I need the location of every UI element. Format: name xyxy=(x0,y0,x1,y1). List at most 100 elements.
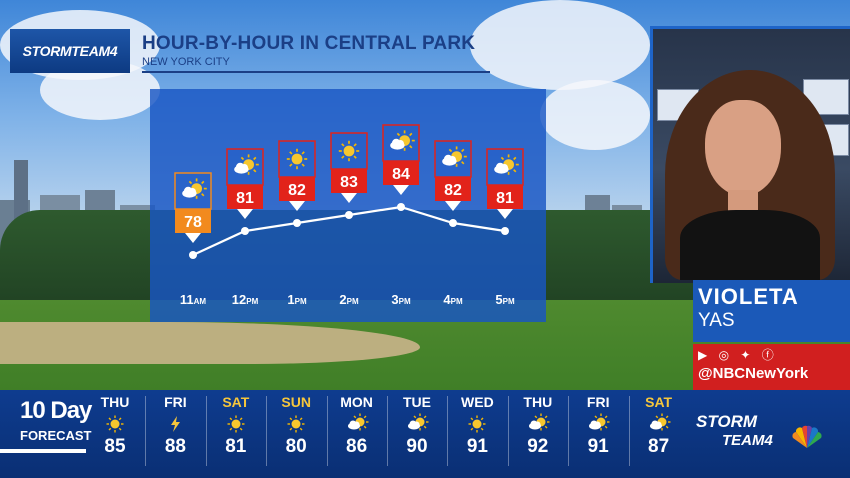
forecast-divider xyxy=(447,396,449,466)
forecast-day-name: THU xyxy=(523,394,553,410)
forecast-day: MON 86 xyxy=(328,392,386,476)
partly-sunny-icon xyxy=(234,154,259,175)
partly-sunny-icon xyxy=(494,154,519,175)
hour-ampm: PM xyxy=(294,297,307,306)
forecast-high-temp: 90 xyxy=(406,436,428,457)
temperature-box xyxy=(435,177,471,201)
temperature-box xyxy=(331,169,367,193)
forecast-day-name: WED xyxy=(461,394,494,410)
forecast-day: SAT 87 xyxy=(630,392,688,476)
hour-label: 11AM xyxy=(168,292,218,307)
forecast-high-temp: 91 xyxy=(466,436,488,457)
temperature-value: 83 xyxy=(340,174,358,191)
forecast-day: SAT 81 xyxy=(207,392,265,476)
sunny-icon xyxy=(286,148,308,170)
temperature-value: 78 xyxy=(184,214,202,231)
forecast-divider xyxy=(387,396,388,466)
forecast-high-temp: 81 xyxy=(225,436,247,457)
temperature-point xyxy=(449,219,457,227)
temperature-value: 81 xyxy=(236,190,254,207)
temperature-box xyxy=(383,161,419,185)
ten-day-label: 10 Day xyxy=(20,397,92,424)
hour-number: 1 xyxy=(287,292,295,307)
forecast-day-name: TUE xyxy=(403,394,431,410)
temperature-box xyxy=(227,185,263,209)
hour-ampm: PM xyxy=(246,297,259,306)
cloud xyxy=(470,0,650,90)
forecast-high-temp: 88 xyxy=(164,436,186,457)
partly-sunny-icon xyxy=(408,413,429,431)
forecast-divider xyxy=(628,396,630,466)
temperature-point xyxy=(501,227,509,235)
hour-ampm: PM xyxy=(450,297,463,306)
infield-dirt xyxy=(0,322,420,364)
sunny-icon xyxy=(106,415,124,433)
forecast-day: FRI 88 xyxy=(146,392,204,476)
presenter-face xyxy=(705,100,781,196)
pointer-triangle xyxy=(289,201,305,211)
temperature-value: 81 xyxy=(496,190,514,207)
social-box xyxy=(693,344,850,390)
social-media-icons: ▶ ◎ ✦ ⓕ xyxy=(698,348,778,362)
pointer-triangle xyxy=(237,209,253,219)
temperature-tag: 82 xyxy=(434,140,472,211)
hour-number: 4 xyxy=(443,292,451,307)
storm-team-logo-team: TEAM4 xyxy=(722,432,773,449)
forecast-day: FRI 91 xyxy=(569,392,627,476)
hour-label: 3PM xyxy=(376,292,426,307)
temperature-box xyxy=(487,185,523,209)
forecast-day: SUN 80 xyxy=(267,392,325,476)
forecast-high-temp: 85 xyxy=(104,436,126,457)
hour-number: 5 xyxy=(495,292,503,307)
pointer-triangle xyxy=(185,233,201,243)
hour-label: 5PM xyxy=(480,292,530,307)
hour-label: 2PM xyxy=(324,292,374,307)
page-title: HOUR-BY-HOUR IN CENTRAL PARK xyxy=(142,33,476,54)
lightning-icon xyxy=(171,416,181,432)
forecast-day-name: FRI xyxy=(164,394,187,410)
temperature-box xyxy=(279,177,315,201)
temperature-tag: 83 xyxy=(330,132,368,203)
hour-ampm: PM xyxy=(398,297,411,306)
temperature-tag: 81 xyxy=(226,148,264,219)
hour-label: 12PM xyxy=(220,292,270,307)
temperature-box xyxy=(175,209,211,233)
forecast-high-temp: 87 xyxy=(648,436,670,457)
presenter-torso xyxy=(680,210,820,280)
forecast-high-temp: 80 xyxy=(285,436,307,457)
forecast-day: THU 92 xyxy=(509,392,567,476)
forecast-high-temp: 86 xyxy=(346,436,368,457)
forecast-day: WED 91 xyxy=(448,392,506,476)
temperature-point xyxy=(241,227,249,235)
social-handle: @NBCNewYork xyxy=(698,365,809,382)
sunny-icon xyxy=(338,140,360,162)
partly-sunny-icon xyxy=(442,146,467,167)
forecast-label-underline xyxy=(0,449,86,453)
hour-ampm: PM xyxy=(346,297,359,306)
title-bar: STORMTEAM4 HOUR-BY-HOUR IN CENTRAL PARK … xyxy=(10,29,490,73)
hourly-chart-panel: 78 81 82 83 84 82 81 11AM 12PM 1PM 2PM 3PM 4PM 5PM xyxy=(150,89,546,322)
page-subtitle: NEW YORK CITY xyxy=(142,56,230,68)
forecast-divider xyxy=(145,396,147,466)
hour-ampm: AM xyxy=(193,297,207,306)
sunny-icon xyxy=(227,415,245,433)
hour-label: 4PM xyxy=(428,292,478,307)
pointer-triangle xyxy=(497,209,513,219)
hour-label: 1PM xyxy=(272,292,322,307)
forecast-day-name: MON xyxy=(340,394,373,410)
forecast-divider xyxy=(568,396,570,466)
forecast-label: FORECAST xyxy=(20,428,92,443)
partly-sunny-icon xyxy=(390,130,415,151)
pointer-triangle xyxy=(393,185,409,195)
stormteam4-logo: STORMTEAM4 xyxy=(10,29,130,73)
forecast-day-name: THU xyxy=(100,394,130,410)
temperature-point xyxy=(189,251,197,259)
nbc-peacock-icon xyxy=(792,425,822,448)
temperature-point xyxy=(345,211,353,219)
temperature-value: 82 xyxy=(444,182,462,199)
forecast-divider xyxy=(205,396,207,466)
forecast-day: TUE 90 xyxy=(388,392,446,476)
pointer-triangle xyxy=(445,201,461,211)
partly-sunny-icon xyxy=(347,413,369,431)
hour-number: 2 xyxy=(339,292,347,307)
